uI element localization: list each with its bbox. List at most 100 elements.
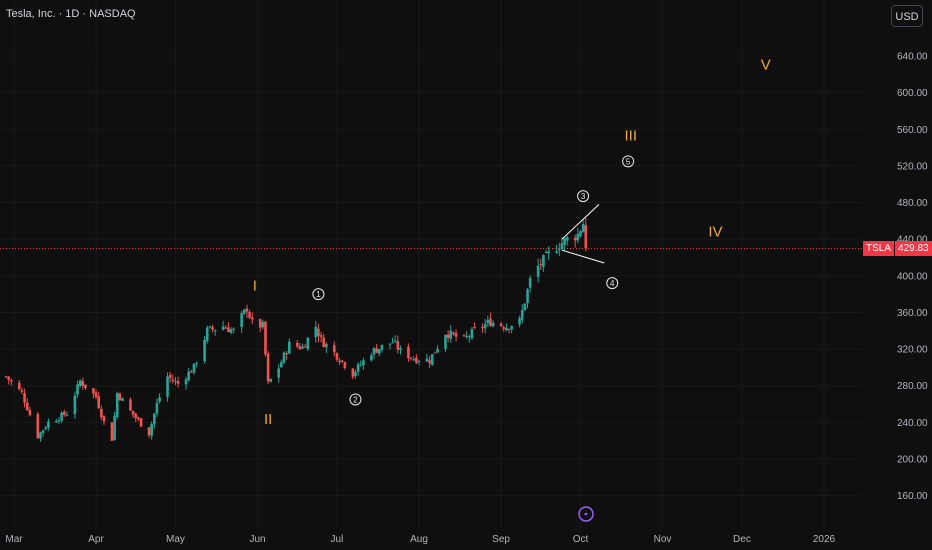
- candle: [388, 343, 392, 350]
- candle: [354, 369, 357, 379]
- candle: [380, 344, 384, 353]
- candle: [282, 351, 286, 365]
- candle: [266, 351, 270, 385]
- circled-wave-label: 1: [312, 288, 325, 301]
- candle: [4, 375, 8, 378]
- candle: [55, 418, 58, 423]
- candle: [78, 379, 82, 388]
- candle: [446, 330, 450, 343]
- candle: [581, 219, 585, 233]
- candle: [428, 356, 431, 369]
- x-tick-label: Nov: [654, 534, 672, 545]
- candle: [523, 303, 527, 311]
- candle: [415, 354, 418, 365]
- candle: [10, 378, 13, 386]
- candle: [94, 389, 98, 400]
- candle: [359, 360, 363, 367]
- candle: [303, 343, 307, 348]
- candle: [213, 329, 217, 336]
- y-tick-label: 280.00: [897, 381, 928, 392]
- candle: [491, 320, 495, 328]
- candle: [343, 361, 347, 370]
- candle: [370, 352, 373, 362]
- candle: [462, 333, 466, 337]
- candle: [131, 410, 135, 419]
- candle: [301, 343, 304, 349]
- candle: [454, 329, 458, 342]
- candle: [573, 234, 577, 248]
- candle: [192, 363, 196, 375]
- time-axis[interactable]: Mar Apr May Jun Jul Aug Sep Oct Nov Dec 2026: [5, 534, 835, 545]
- svg-text:4: 4: [610, 279, 615, 288]
- candle: [166, 372, 169, 402]
- flash-icon[interactable]: [578, 506, 594, 522]
- y-tick-label: 640.00: [897, 52, 928, 63]
- candle: [250, 312, 254, 324]
- candles: [4, 217, 588, 442]
- candle: [536, 259, 540, 283]
- candle: [7, 376, 11, 385]
- candle: [526, 287, 529, 309]
- grid-lines: [0, 0, 862, 528]
- y-tick-label: 200.00: [897, 455, 928, 466]
- circled-wave-label: 2: [349, 393, 362, 406]
- wave-label: III: [625, 127, 638, 144]
- price-axis[interactable]: 640.00 600.00 560.00 520.00 480.00 440.00 400.…: [897, 52, 928, 503]
- candle: [190, 369, 193, 373]
- candle: [425, 353, 429, 362]
- candle: [449, 325, 453, 343]
- candle: [240, 310, 243, 334]
- candle: [547, 246, 551, 261]
- candle: [322, 333, 326, 348]
- y-tick-label: 320.00: [897, 345, 928, 356]
- candle: [41, 429, 45, 437]
- candle: [555, 244, 558, 254]
- candle: [542, 254, 545, 272]
- y-tick-label: 160.00: [897, 491, 928, 502]
- x-tick-label: Aug: [410, 534, 428, 545]
- candle: [174, 376, 177, 386]
- circled-wave-label: 5: [622, 155, 635, 168]
- candle: [17, 380, 21, 391]
- candle: [452, 331, 455, 336]
- candle: [417, 359, 421, 366]
- candle: [155, 398, 159, 417]
- candle: [147, 427, 151, 438]
- candle: [23, 388, 26, 408]
- price-tag-value: 429.83: [895, 241, 932, 256]
- candle: [579, 230, 582, 238]
- candle: [518, 315, 521, 328]
- candle: [505, 323, 508, 332]
- y-tick-label: 520.00: [897, 161, 928, 172]
- candle: [306, 337, 310, 351]
- candle: [203, 336, 206, 364]
- candle: [158, 393, 161, 404]
- candle: [319, 331, 323, 343]
- x-tick-label: Oct: [573, 534, 589, 545]
- y-tick-label: 600.00: [897, 88, 928, 99]
- candle: [489, 312, 492, 327]
- candle: [47, 418, 50, 431]
- candle: [335, 352, 339, 362]
- candle: [208, 325, 212, 329]
- candle: [362, 357, 365, 370]
- candle: [510, 325, 513, 334]
- candle: [139, 417, 143, 428]
- candle: [287, 338, 291, 355]
- candle: [76, 380, 79, 398]
- candle: [298, 343, 302, 351]
- candle: [507, 328, 511, 334]
- currency-button[interactable]: USD: [891, 5, 923, 27]
- candle: [36, 412, 40, 440]
- x-tick-label: Mar: [5, 534, 23, 545]
- candle: [211, 324, 214, 333]
- y-tick-label: 440.00: [897, 235, 928, 246]
- candle: [129, 397, 132, 412]
- price-tag-symbol: TSLA: [863, 241, 895, 256]
- candle: [391, 337, 394, 344]
- candle: [261, 319, 265, 330]
- candle: [393, 335, 397, 343]
- candle: [473, 322, 476, 330]
- candle: [176, 376, 180, 388]
